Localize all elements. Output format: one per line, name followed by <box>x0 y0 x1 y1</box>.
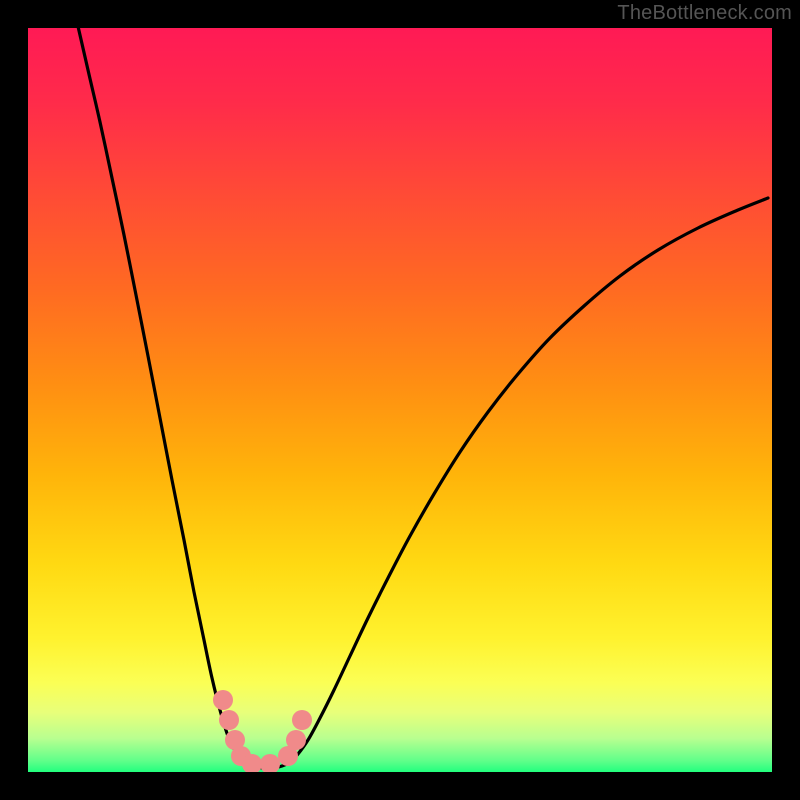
bottleneck-chart <box>0 0 800 800</box>
data-marker <box>292 710 312 730</box>
data-marker <box>219 710 239 730</box>
watermark-text: TheBottleneck.com <box>617 2 792 25</box>
chart-container: TheBottleneck.com <box>0 0 800 800</box>
data-marker <box>286 730 306 750</box>
data-marker <box>260 754 280 774</box>
plot-background <box>28 28 772 772</box>
data-marker <box>242 754 262 774</box>
data-marker <box>213 690 233 710</box>
